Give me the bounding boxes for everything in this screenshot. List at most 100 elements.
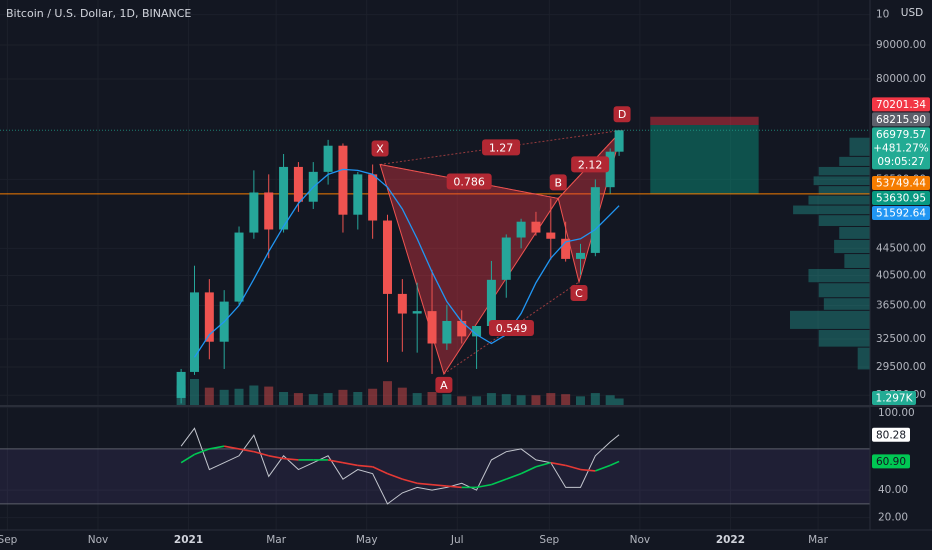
candle-body [590, 187, 600, 253]
x-tick-label: Jul [450, 534, 464, 546]
rsi-ma-segment [209, 445, 225, 450]
rsi-ma-segment [402, 478, 418, 485]
volume-profile-bar [818, 215, 870, 226]
x-tick-label: Nov [630, 534, 651, 546]
rsi-ma-segment [327, 459, 344, 464]
pattern-point-label-box [371, 140, 389, 157]
price-tag-label: 53630.95 [876, 192, 926, 204]
x-tick-label: Mar [266, 534, 286, 546]
rsi-ma-segment [253, 450, 269, 457]
volume-profile-bar [818, 186, 870, 195]
price-tag [872, 175, 930, 190]
candle-body [264, 192, 274, 230]
volume-bar [382, 381, 392, 405]
price-tag [872, 205, 930, 220]
pattern-point-label: D [618, 108, 626, 121]
candle-body [176, 371, 186, 398]
pattern-point-label: C [575, 287, 583, 300]
volume-bar [605, 395, 615, 405]
ratio-label-box [482, 139, 521, 156]
volume-profile-bar [808, 195, 870, 205]
candle-body [546, 232, 556, 239]
volume-bar [368, 388, 378, 405]
rsi-ma-segment [520, 466, 537, 475]
candle-body [234, 232, 244, 302]
y-tick-label: 80000.00 [876, 73, 926, 85]
pattern-point-label-box [613, 106, 631, 123]
candle-body [614, 130, 624, 152]
stop-zone [650, 116, 759, 126]
volume-bar [412, 393, 422, 405]
y-tick-label: 44500.00 [876, 242, 926, 254]
rsi-ma-segment [580, 468, 596, 472]
volume-bar [546, 393, 556, 405]
rsi-tick-label: 100.00 [878, 407, 915, 419]
ratio-label: 0.786 [453, 175, 485, 188]
candle-body [204, 292, 214, 342]
volume-profile-bar [808, 268, 870, 283]
volume-profile-bar [818, 283, 870, 298]
ratio-label: 1.27 [489, 141, 514, 154]
rsi-tag [872, 427, 910, 442]
rsi-ma-segment [595, 464, 611, 472]
price-pane: X A B C D 0.786 0.549 2.12 1.27 [0, 106, 870, 405]
volume-bar [204, 387, 214, 405]
volume-bar [561, 394, 571, 405]
volume-profile-bar [813, 176, 870, 186]
rsi-ma-segment [535, 461, 552, 468]
price-tags: 70201.34 68215.90 66979.57+481.27% 09:05:27… [872, 97, 930, 469]
volume-profile-bar [857, 347, 870, 370]
rsi-ma-segment [550, 461, 566, 467]
rsi-ma-segment [609, 460, 620, 467]
rsi-ma-segment [565, 464, 581, 471]
pattern-point-label: A [440, 379, 448, 392]
pattern-point-label: B [554, 176, 562, 189]
volume-bar [338, 389, 348, 405]
x-tick-label: May [356, 534, 378, 546]
rsi-ma-segment [476, 483, 492, 489]
price-tag-label: 09:05:27 [877, 156, 924, 168]
volume-bar [293, 393, 303, 405]
y-tick-label: 32500.00 [876, 333, 926, 345]
rsi-ma-segment [224, 445, 240, 450]
ratio-line [557, 129, 623, 199]
rsi-band-fill [0, 448, 870, 504]
y-tick-label: 40500.00 [876, 270, 926, 282]
ratio-label-box [446, 173, 492, 190]
candle-body [397, 293, 407, 314]
pattern-point-label-box [435, 376, 453, 393]
rsi-ma-segment [194, 448, 210, 456]
rsi-tick-label: 40.00 [878, 484, 908, 496]
candle-body [189, 292, 199, 372]
price-tag [872, 127, 930, 170]
y-tick-label: 10 [876, 9, 889, 21]
volume-profile-bar [834, 239, 870, 254]
ratio-label-box [488, 319, 534, 336]
volume-bar [590, 393, 600, 405]
grid [0, 0, 870, 530]
y-tick-label: 90000.00 [876, 39, 926, 51]
rsi-ma-segment [372, 466, 388, 475]
candle-body [368, 174, 378, 221]
x-tick-label: Sep [539, 534, 559, 546]
volume-profile-bar [818, 329, 870, 347]
target-zone [650, 125, 759, 194]
ratio-label: 0.549 [496, 322, 528, 335]
price-tag-label: 53749.44 [876, 177, 926, 189]
x-tick-label: Mar [808, 534, 828, 546]
volume-bar [353, 392, 363, 405]
rsi-ma-segment [491, 478, 507, 486]
rsi-ma-segment [283, 457, 299, 461]
rsi-ma-segment [387, 472, 403, 480]
volume-bar [279, 392, 289, 405]
volume-bar [249, 385, 259, 405]
price-tag [872, 97, 930, 112]
candle-body [605, 151, 615, 188]
currency: USD [901, 7, 923, 19]
candle-body [486, 279, 496, 327]
price-tag-label: 70201.34 [876, 99, 926, 111]
rsi-ma-segment [238, 448, 255, 453]
x-tick-label: Sep [0, 534, 18, 546]
volume-profile-bar [844, 254, 870, 268]
